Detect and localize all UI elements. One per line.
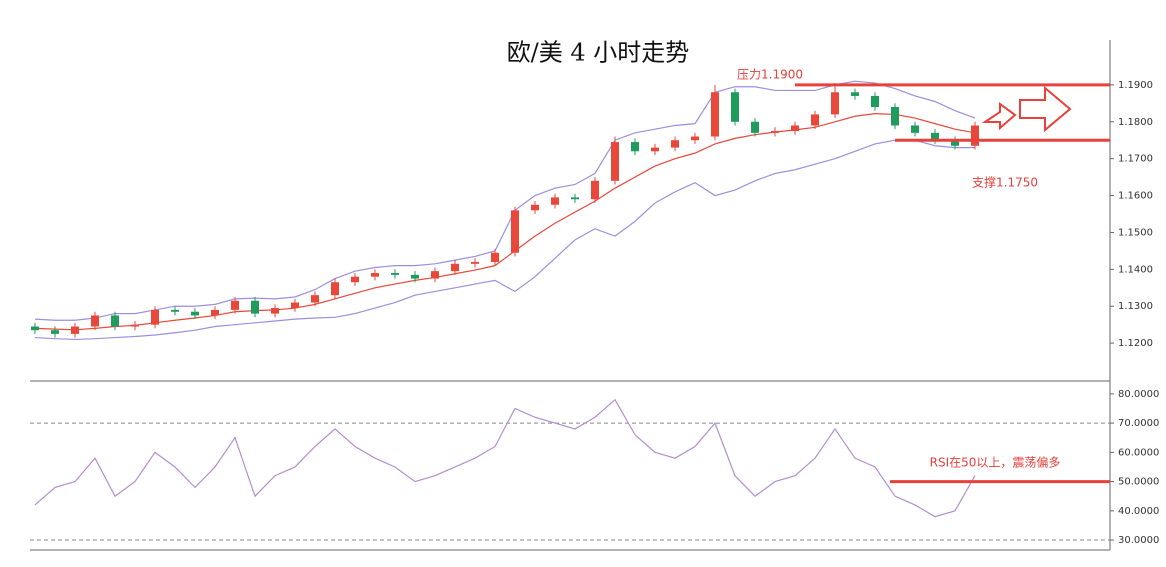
candle-body: [871, 95, 879, 108]
candle-body: [191, 311, 199, 316]
line: [34, 398, 976, 518]
candle-body: [571, 197, 579, 200]
candle-body: [831, 92, 839, 115]
candle-body: [351, 276, 359, 283]
candle-body: [791, 125, 799, 131]
candle-body: [811, 114, 819, 126]
line: [34, 113, 976, 331]
y-tick-label: 1.1300: [1118, 301, 1153, 312]
annotation: 压力1.1900: [737, 68, 803, 82]
candle-body: [591, 180, 599, 200]
y-tick-label: 1.1700: [1118, 154, 1153, 165]
candle-body: [211, 309, 219, 316]
candle-body: [551, 197, 559, 205]
candle-body: [471, 261, 479, 264]
candle-body: [391, 273, 399, 275]
candle-body: [111, 315, 119, 327]
candle-body: [891, 107, 899, 126]
candle-body: [951, 140, 959, 146]
candle-body: [91, 315, 99, 327]
y-tick-label: 50.0000: [1118, 477, 1159, 488]
y-tick-label: 1.1900: [1118, 80, 1153, 91]
y-tick-label: 1.1500: [1118, 227, 1153, 238]
candle-body: [911, 125, 919, 133]
candle-body: [751, 121, 759, 133]
candle-body: [411, 274, 419, 279]
y-tick-label: 40.0000: [1118, 506, 1159, 517]
candle-body: [511, 210, 519, 253]
candle-body: [251, 300, 259, 314]
candle-body: [31, 326, 39, 331]
y-tick-label: 1.1600: [1118, 191, 1153, 202]
y-tick-label: 1.1800: [1118, 117, 1153, 128]
candle-body: [691, 136, 699, 141]
candle-body: [491, 252, 499, 262]
candle-body: [651, 147, 659, 152]
line: [34, 139, 975, 341]
arrow: [981, 102, 1017, 131]
candle-body: [931, 132, 939, 141]
candle-body: [431, 271, 439, 279]
y-tick-label: 30.0000: [1118, 535, 1159, 546]
candle-body: [131, 324, 139, 327]
candle-body: [451, 263, 459, 272]
line: [34, 80, 976, 321]
candle-body: [271, 308, 279, 314]
arrow: [1019, 85, 1072, 133]
candle-body: [671, 140, 679, 148]
candle-body: [851, 92, 859, 96]
candle-body: [71, 326, 79, 334]
candle-body: [611, 142, 619, 181]
y-tick-label: 1.1400: [1118, 264, 1153, 275]
candle-body: [311, 295, 319, 303]
chart-title: 欧/美 4 小时走势: [507, 39, 690, 67]
annotation: RSI在50以上，震荡偏多: [930, 455, 1061, 470]
candle-body: [291, 302, 299, 309]
candle-body: [971, 125, 979, 146]
candle-body: [631, 142, 639, 152]
candle-body: [731, 92, 739, 122]
annotation: 支撑1.1750: [972, 175, 1038, 190]
candle-body: [231, 300, 239, 310]
candle-body: [371, 273, 379, 277]
candle-body: [151, 309, 159, 325]
y-tick-label: 80.0000: [1118, 389, 1159, 400]
candle-body: [771, 131, 779, 133]
candle-body: [51, 330, 59, 334]
candle-body: [711, 92, 719, 137]
candle-body: [531, 204, 539, 211]
y-tick-label: 1.1200: [1118, 338, 1153, 349]
y-tick-label: 60.0000: [1118, 447, 1159, 458]
candle-body: [331, 282, 339, 296]
y-tick-label: 70.0000: [1118, 418, 1159, 429]
candle-body: [171, 309, 179, 312]
